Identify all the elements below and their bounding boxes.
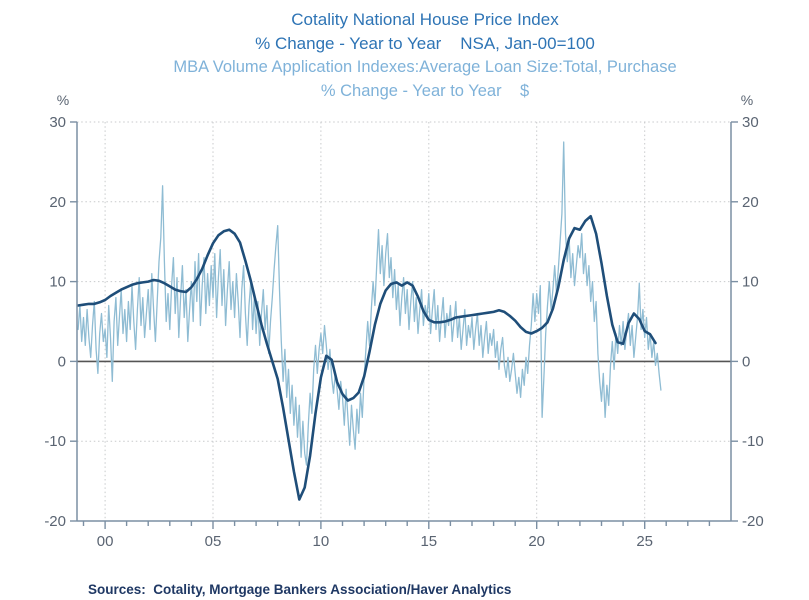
x-axis-ticks: 00 05 10 15 20 25 xyxy=(82,521,711,550)
chart-title-line1: Cotality National House Price Index xyxy=(291,10,559,29)
svg-text:20: 20 xyxy=(49,194,66,211)
chart-subtitle-line2: % Change - Year to Year $ xyxy=(320,82,530,100)
y-unit-left: % xyxy=(57,92,69,108)
sources-note: Sources: Cotality, Mortgage Bankers Asso… xyxy=(88,582,512,597)
svg-text:20: 20 xyxy=(742,194,759,211)
series-line-hpi xyxy=(77,214,657,501)
svg-text:-20: -20 xyxy=(44,513,66,530)
gridlines xyxy=(77,121,731,521)
svg-text:05: 05 xyxy=(205,533,222,550)
svg-text:10: 10 xyxy=(742,274,759,291)
svg-text:0: 0 xyxy=(742,353,750,370)
svg-text:15: 15 xyxy=(420,533,437,550)
svg-text:-10: -10 xyxy=(742,433,764,450)
svg-text:30: 30 xyxy=(49,114,66,131)
svg-text:30: 30 xyxy=(742,114,759,131)
svg-text:20: 20 xyxy=(528,533,545,550)
svg-text:25: 25 xyxy=(636,533,653,550)
series-line-mba xyxy=(77,141,662,466)
y-axis-ticks: 30 30 20 20 10 10 0 0 -10 -10 -20 -20%% xyxy=(44,92,763,530)
y-unit-right: % xyxy=(741,92,753,108)
svg-text:10: 10 xyxy=(313,533,330,550)
chart-title-line2: % Change - Year to Year NSA, Jan-00=100 xyxy=(255,34,595,53)
svg-text:-10: -10 xyxy=(44,433,66,450)
svg-text:00: 00 xyxy=(97,533,114,550)
chart-subtitle-line1: MBA Volume Application Indexes:Average L… xyxy=(173,58,677,76)
axis-frame xyxy=(76,122,732,522)
svg-text:-20: -20 xyxy=(742,513,764,530)
svg-text:10: 10 xyxy=(49,274,66,291)
svg-text:0: 0 xyxy=(58,353,66,370)
